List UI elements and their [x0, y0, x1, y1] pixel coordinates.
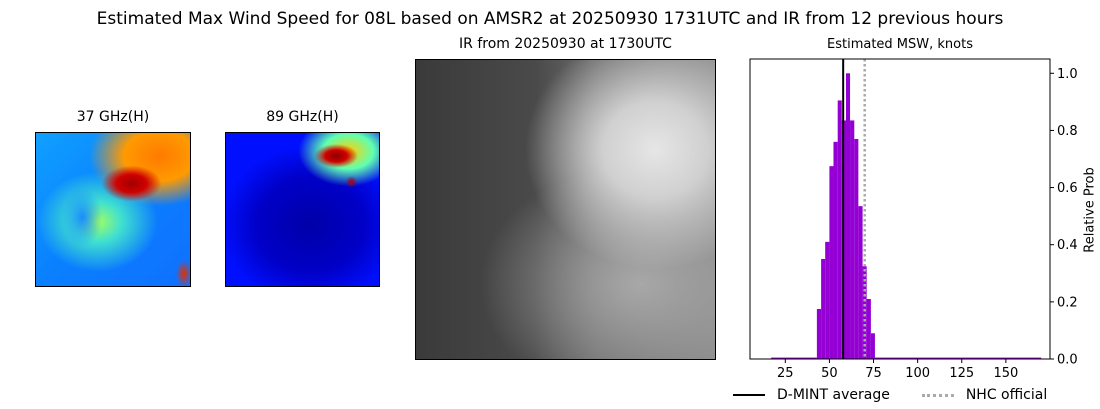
- y-tick-label: 0.4: [1057, 238, 1078, 253]
- legend: D-MINT average NHC official: [733, 387, 1047, 403]
- y-tick-label: 0.0: [1057, 353, 1078, 368]
- x-tick-label: 150: [993, 366, 1018, 381]
- histogram-bar: [862, 266, 867, 359]
- ir-image: [415, 59, 716, 360]
- histogram-bar: [837, 100, 842, 359]
- mw89-image: [225, 132, 380, 287]
- histogram-bar: [829, 166, 834, 359]
- legend-nhc-swatch: [921, 393, 954, 397]
- y-tick-label: 0.6: [1057, 181, 1078, 196]
- histogram-bar: [866, 299, 871, 359]
- legend-nhc-label: NHC official: [965, 387, 1048, 403]
- mw37-image: [35, 132, 191, 287]
- ir-label: IR from 20250930 at 1730UTC: [459, 36, 672, 52]
- histogram-bar: [870, 333, 875, 359]
- histogram-bar: [771, 357, 817, 359]
- histogram-bar: [816, 309, 822, 359]
- x-tick-label: 25: [777, 366, 794, 381]
- plot-frame: [749, 58, 1051, 360]
- histogram-bar: [858, 206, 863, 359]
- chart-title: Estimated MSW, knots: [827, 37, 973, 52]
- histogram-bar: [846, 73, 851, 360]
- x-tick-label: 75: [865, 366, 882, 381]
- figure-title: Estimated Max Wind Speed for 08L based o…: [96, 9, 1004, 29]
- histogram-bar: [833, 141, 838, 359]
- x-tick-label: 100: [905, 366, 930, 381]
- x-tick-label: 125: [949, 366, 974, 381]
- y-tick-label: 0.8: [1057, 124, 1078, 139]
- legend-dmint-label: D-MINT average: [777, 387, 890, 403]
- legend-dmint-swatch: [733, 394, 765, 396]
- x-tick-label: 50: [821, 366, 838, 381]
- y-tick-label: 1.0: [1057, 67, 1078, 82]
- y-tick-label: 0.2: [1057, 295, 1078, 310]
- histogram-bar: [825, 241, 830, 359]
- y-axis-label: Relative Prob: [1082, 167, 1098, 253]
- mw37-label: 37 GHz(H): [76, 109, 150, 125]
- histogram-bar: [821, 259, 826, 359]
- histogram-bar: [874, 357, 1042, 359]
- histogram-bar: [854, 139, 859, 359]
- mw89-label: 89 GHz(H): [266, 109, 339, 125]
- histogram-bar: [850, 120, 855, 359]
